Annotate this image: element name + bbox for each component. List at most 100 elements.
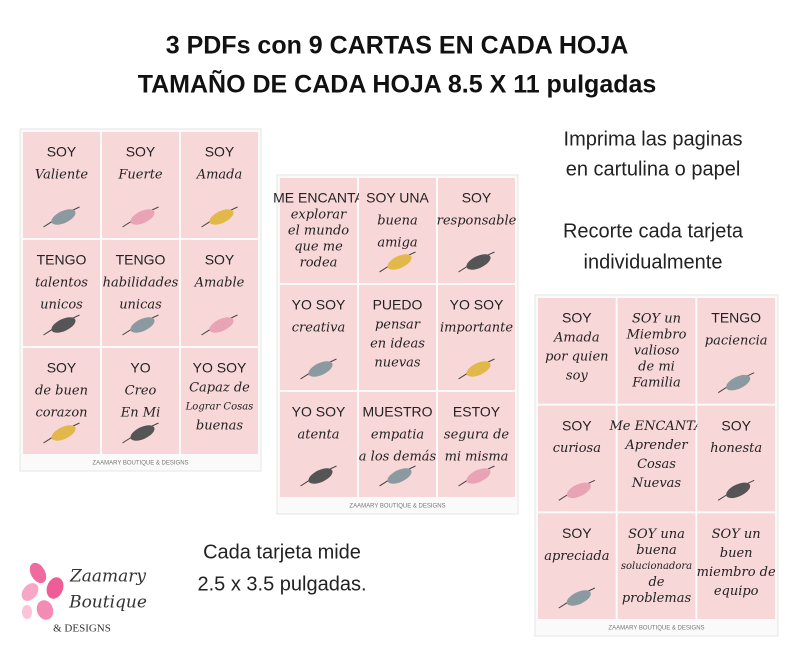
- card-text: TENGO: [37, 252, 87, 268]
- card-text: habilidades: [103, 276, 179, 291]
- card-text: unicos: [40, 298, 83, 313]
- card-text: Amada: [553, 331, 600, 346]
- card-text: equipo: [714, 584, 759, 599]
- card-text: ESTOY: [453, 404, 501, 420]
- card-text: SOY: [205, 252, 235, 268]
- card-text: de: [648, 575, 664, 590]
- card-text: SOY: [462, 190, 492, 206]
- instruction: en cartulina o papel: [566, 158, 741, 180]
- sheet-footer: ZAAMARY BOUTIQUE & DESIGNS: [92, 461, 188, 467]
- card-text: pensar: [375, 318, 421, 333]
- card-text: empatia: [371, 428, 424, 443]
- card-text: miembro de: [697, 565, 776, 580]
- card-text: atenta: [297, 428, 339, 443]
- instruction: individualmente: [584, 251, 723, 273]
- card-text: SOY: [721, 417, 751, 433]
- card-text: SOY: [47, 360, 77, 376]
- card-text: ME ENCANTA: [273, 190, 364, 206]
- card-text: SOY: [562, 417, 592, 433]
- card-text: problemas: [622, 591, 692, 606]
- size-note: Cada tarjeta mide: [203, 541, 361, 563]
- decoration: [130, 425, 155, 441]
- decoration: [51, 209, 76, 225]
- card-text: unicas: [119, 298, 162, 313]
- logo-text: Zaamary: [69, 567, 146, 587]
- decoration: [566, 482, 591, 499]
- card-text: buen: [720, 546, 753, 561]
- card-text: explorar: [291, 208, 347, 223]
- card: [617, 405, 696, 512]
- card-text: MUESTRO: [363, 404, 433, 420]
- card-text: de buen: [35, 384, 88, 399]
- card-text: por quien: [545, 350, 608, 365]
- decoration: [51, 317, 76, 333]
- card-text: Fuerte: [117, 168, 163, 183]
- decoration: [726, 482, 751, 499]
- decoration: [726, 374, 751, 391]
- decoration: [51, 425, 76, 441]
- card-text: en ideas: [370, 337, 425, 352]
- card-text: Me ENCANTA: [608, 419, 703, 434]
- instruction: Imprima las paginas: [564, 128, 743, 150]
- card-text: de mi: [638, 360, 675, 375]
- card-text: creativa: [292, 321, 345, 336]
- decoration: [130, 209, 155, 225]
- card: [359, 285, 436, 390]
- card-text: YO: [130, 360, 150, 376]
- card-text: TENGO: [711, 310, 761, 326]
- card-text: valioso: [634, 344, 680, 359]
- card: [181, 348, 258, 454]
- decoration: [466, 254, 491, 270]
- card-text: buena: [377, 214, 418, 229]
- card-text: nuevas: [374, 356, 421, 371]
- card-text: SOY: [562, 310, 592, 326]
- card-text: mi misma: [445, 450, 509, 465]
- card-text: Capaz de: [189, 381, 250, 396]
- decoration: [209, 317, 234, 333]
- logo-text: & DESIGNS: [53, 623, 111, 635]
- card-text: SOY un: [632, 312, 681, 327]
- card-text: paciencia: [705, 334, 768, 349]
- card-text: SOY: [47, 144, 77, 160]
- card-text: responsable: [437, 214, 517, 229]
- card: [538, 298, 616, 404]
- decoration: [566, 590, 591, 606]
- card-text: corazon: [35, 406, 87, 421]
- card-text: que me: [294, 240, 343, 255]
- card-text: honesta: [710, 441, 762, 456]
- card-text: importante: [440, 321, 513, 336]
- card-text: SOY: [126, 144, 156, 160]
- decoration: [308, 468, 333, 484]
- decoration: [466, 361, 491, 377]
- size-note: 2.5 x 3.5 pulgadas.: [197, 573, 366, 595]
- title-line: 3 PDFs con 9 CARTAS EN CADA HOJA: [166, 32, 629, 60]
- instruction: Recorte cada tarjeta: [563, 220, 744, 242]
- card-text: Amable: [194, 276, 245, 291]
- decoration: [387, 468, 412, 484]
- decoration: [387, 254, 412, 270]
- card-text: Lograr Cosas: [185, 402, 254, 413]
- card: [617, 513, 696, 619]
- card-text: buena: [636, 543, 677, 558]
- card-text: a los demás: [359, 450, 437, 465]
- card-text: Valiente: [35, 168, 89, 183]
- card-text: apreciada: [544, 549, 609, 564]
- card-text: el mundo: [288, 224, 349, 239]
- card-text: SOY una: [628, 527, 685, 542]
- card-text: segura de: [444, 428, 509, 443]
- decoration: [466, 468, 491, 484]
- sheet-footer: ZAAMARY BOUTIQUE & DESIGNS: [608, 626, 704, 632]
- card-text: YO SOY: [450, 297, 504, 313]
- card-text: Cosas: [637, 457, 676, 472]
- card-text: YO SOY: [292, 404, 346, 420]
- card-text: SOY UNA: [366, 190, 429, 206]
- sheet-footer: ZAAMARY BOUTIQUE & DESIGNS: [349, 504, 445, 510]
- card: [697, 513, 775, 619]
- title-line: TAMAÑO DE CADA HOJA 8.5 X 11 pulgadas: [138, 69, 657, 99]
- card-text: Miembro: [626, 328, 687, 343]
- card-text: PUEDO: [373, 297, 423, 313]
- card-text: YO SOY: [292, 297, 346, 313]
- card-text: SOY un: [712, 527, 761, 542]
- card-text: YO SOY: [193, 360, 247, 376]
